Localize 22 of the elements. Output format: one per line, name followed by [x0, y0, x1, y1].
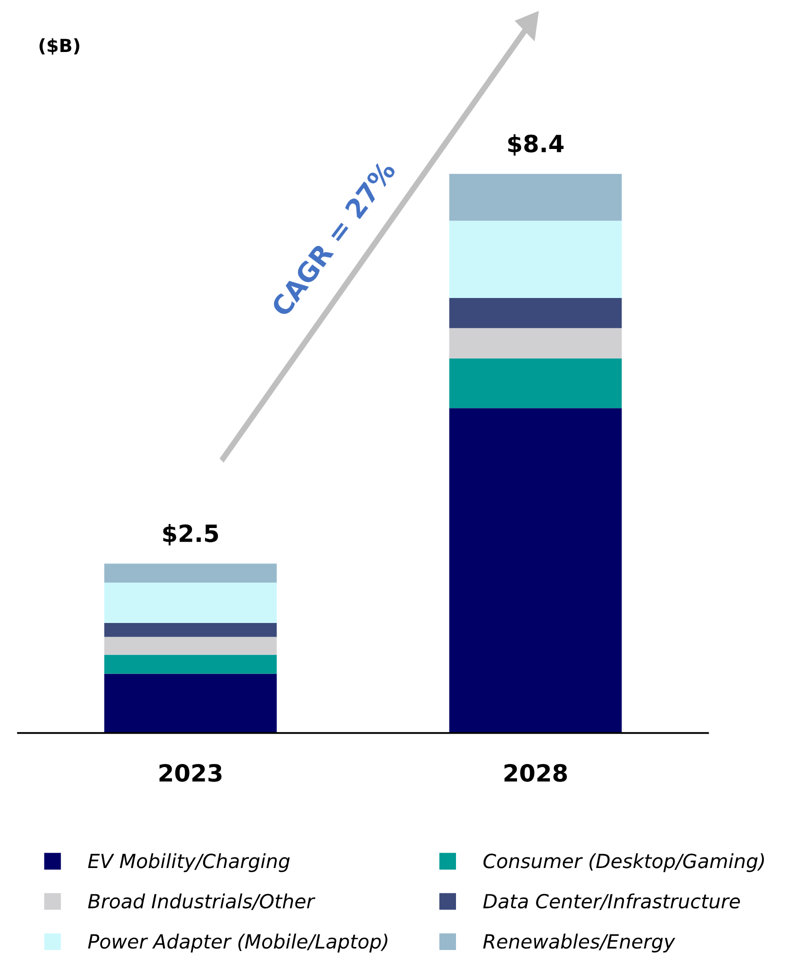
bar	[104, 564, 277, 583]
legend-label: Consumer (Desktop/Gaming)	[483, 853, 764, 872]
bar	[104, 636, 277, 655]
x-tick-label: 2028	[504, 764, 567, 782]
legend-label: Data Center/Infrastructure	[483, 893, 740, 910]
bar	[449, 298, 622, 328]
bar	[104, 654, 277, 674]
bar	[104, 622, 277, 637]
legend-label: Broad Industrials/Other	[88, 893, 316, 910]
annotation: $8.4	[508, 134, 564, 156]
bar	[104, 674, 277, 733]
legend-label: Renewables/Energy	[483, 934, 676, 952]
bar	[449, 174, 622, 221]
annotation: $2.5	[163, 524, 218, 546]
x-tick-label: 2023	[160, 764, 222, 782]
legend-label: Power Adapter (Mobile/Laptop)	[88, 934, 388, 952]
bar	[449, 358, 622, 408]
bar	[449, 220, 622, 298]
bar	[104, 582, 277, 623]
legend-label: EV Mobility/Charging	[88, 853, 290, 872]
bar	[449, 328, 622, 358]
text: ($B)	[40, 38, 80, 55]
